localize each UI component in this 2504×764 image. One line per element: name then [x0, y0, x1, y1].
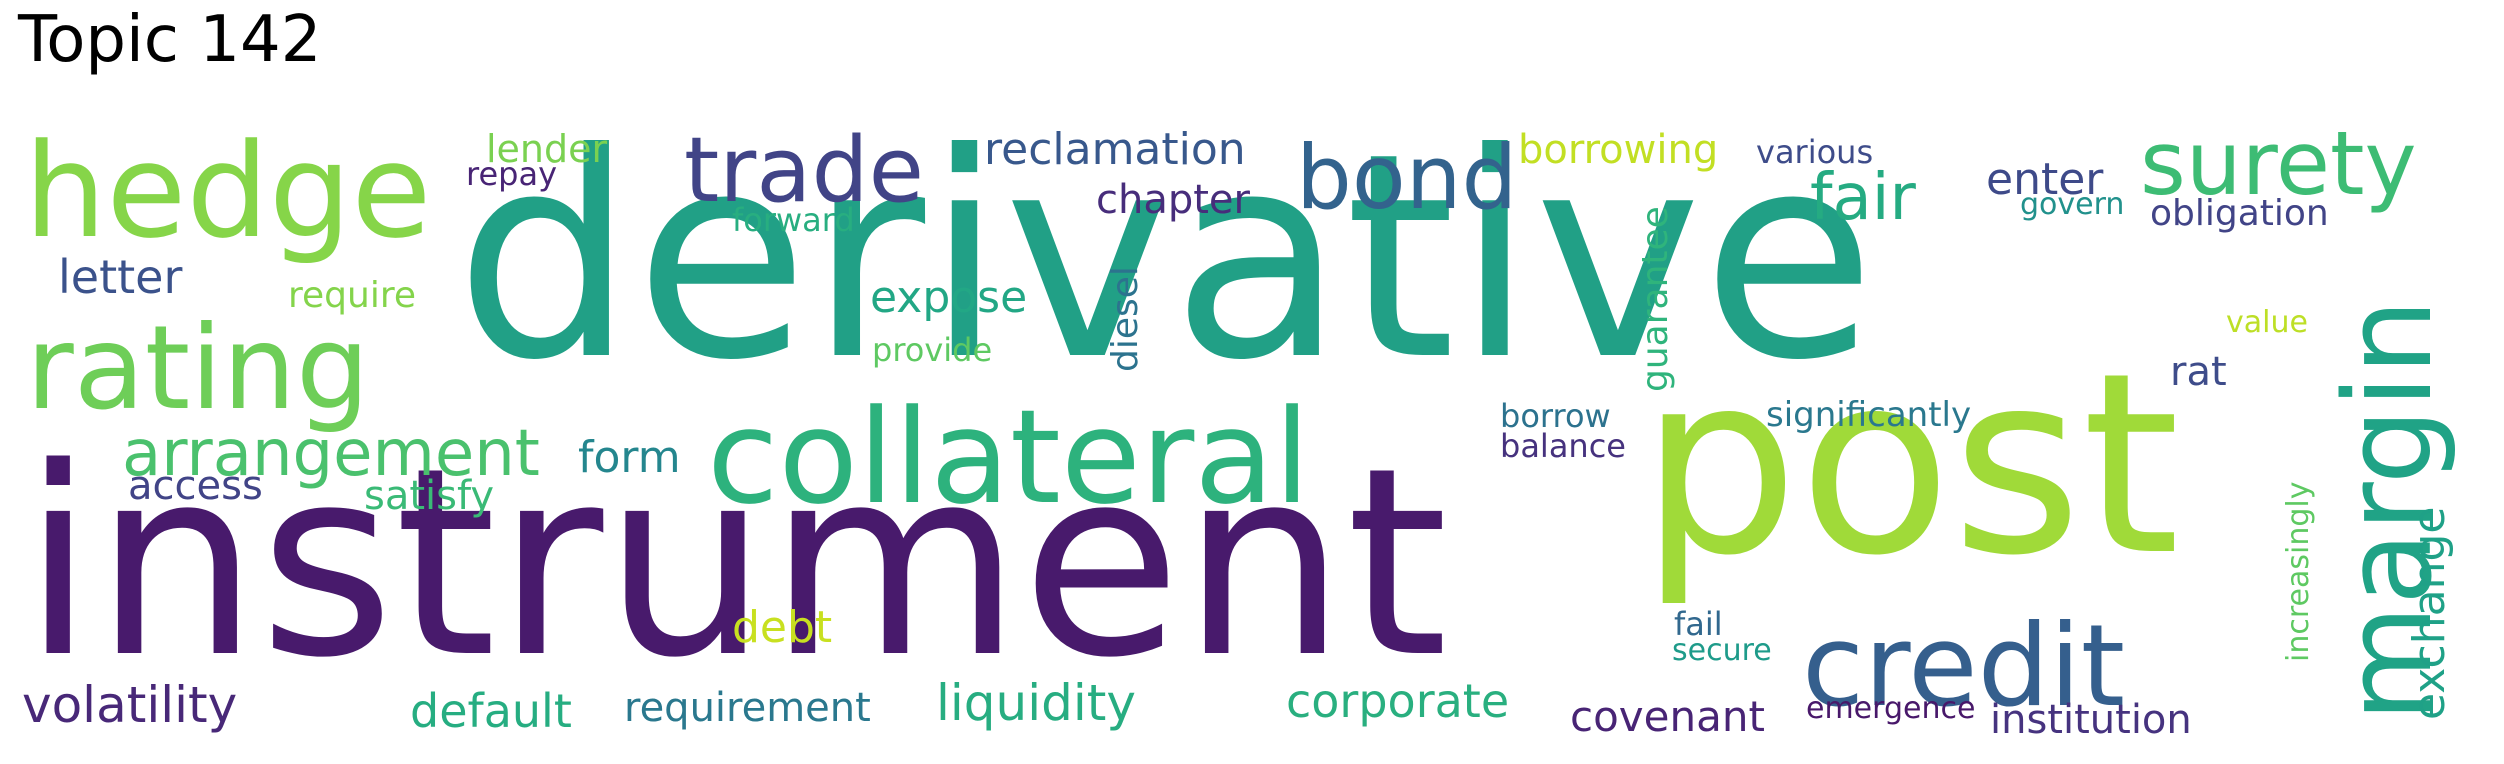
word-requirement: requirement: [624, 685, 871, 731]
word-diesel: diesel: [1105, 266, 1146, 372]
word-borrowing: borrowing: [1518, 127, 1719, 173]
word-guarantee: guarantee: [1635, 206, 1676, 392]
word-letter: letter: [58, 250, 183, 304]
word-institution: institution: [1990, 697, 2192, 743]
word-repay: repay: [466, 155, 557, 193]
word-chapter: chapter: [1096, 177, 1250, 223]
word-require: require: [288, 275, 416, 316]
word-provide: provide: [872, 331, 993, 369]
word-value: value: [2226, 305, 2308, 340]
word-fail: fail: [1674, 605, 1723, 643]
word-surety: surety: [2140, 112, 2417, 215]
word-arrangement: arrangement: [122, 417, 540, 491]
word-rating: rating: [26, 301, 370, 436]
word-balance: balance: [1500, 427, 1626, 465]
word-increasingly: increasingly: [2281, 481, 2316, 662]
word-satisfy: satisfy: [364, 473, 495, 519]
word-volatility: volatility: [22, 676, 238, 734]
word-credit: credit: [1802, 600, 2126, 732]
word-debt: debt: [732, 602, 833, 653]
word-covenant: covenant: [1570, 692, 1765, 741]
word-reclamation: reclamation: [984, 124, 1246, 175]
word-instrument: instrument: [22, 413, 1449, 715]
word-default: default: [410, 684, 572, 738]
word-collateral: collateral: [707, 381, 1311, 533]
word-fair: fair: [1810, 161, 1916, 235]
word-various: various: [1756, 133, 1874, 171]
word-lender: lender: [486, 127, 608, 171]
topic-title: Topic 142: [18, 3, 322, 77]
word-expose: expose: [870, 272, 1028, 323]
word-liquidity: liquidity: [936, 674, 1136, 732]
word-enter: enter: [1986, 154, 2104, 205]
word-forward: forward: [732, 201, 855, 239]
word-post: post: [1640, 319, 2180, 610]
word-significantly: significantly: [1766, 395, 1972, 435]
word-secure: secure: [1672, 633, 1772, 668]
word-bond: bond: [1296, 126, 1518, 229]
word-hedge: hedge: [24, 115, 432, 267]
word-trade: trade: [684, 118, 924, 223]
word-obligation: obligation: [2150, 193, 2329, 234]
word-emergence: emergence: [1806, 691, 1976, 726]
word-corporate: corporate: [1286, 674, 1510, 728]
word-access: access: [128, 463, 263, 509]
word-form: form: [578, 432, 681, 483]
word-borrow: borrow: [1500, 397, 1611, 435]
word-rat: rat: [2170, 349, 2227, 395]
word-govern: govern: [2020, 187, 2125, 222]
word-derivative: derivative: [455, 92, 1876, 422]
word-exchange: exchange: [2404, 506, 2455, 721]
